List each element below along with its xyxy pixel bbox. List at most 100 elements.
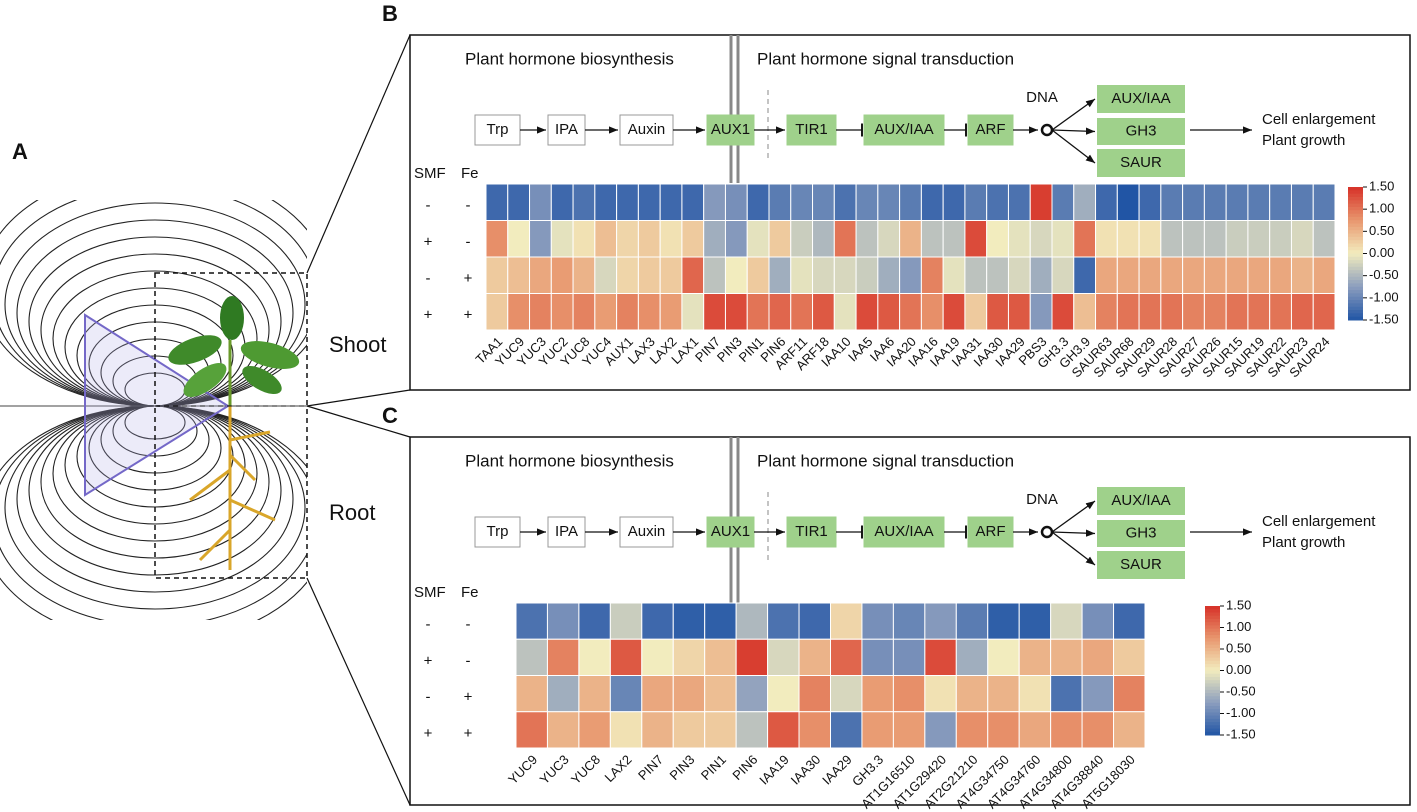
- heatmap-cell: [1138, 220, 1162, 258]
- heatmap-cell: [986, 220, 1009, 258]
- heatmap-cell: [1051, 220, 1075, 258]
- node-label: ARF: [976, 121, 1006, 138]
- node-label: IPA: [555, 121, 578, 138]
- row-header: SMF: [414, 584, 446, 601]
- pathway-node: [706, 114, 755, 146]
- pathway-node: [786, 516, 837, 548]
- heatmap-cell: [790, 293, 814, 331]
- colorbar-segment: [1348, 290, 1363, 294]
- heatmap-cell: [830, 675, 863, 713]
- heatmap-cell: [704, 675, 737, 713]
- heatmap-cell: [768, 183, 792, 221]
- heatmap-cell: [637, 293, 661, 331]
- colorbar-segment: [1205, 664, 1220, 668]
- heatmap-cell: [924, 638, 957, 676]
- colorbar-segment: [1205, 718, 1220, 723]
- heatmap-cell: [1073, 293, 1097, 331]
- heatmap-cell: [1116, 183, 1140, 221]
- heatmap-cell: [659, 293, 683, 331]
- heatmap-cell: [798, 602, 831, 640]
- node-label: AUX1: [711, 121, 750, 138]
- colorbar-segment: [1205, 696, 1220, 701]
- heatmap-cell: [1051, 293, 1075, 331]
- colorbar-segment: [1205, 683, 1220, 688]
- result-label: Cell enlargement: [1262, 513, 1376, 530]
- shoot-label: Shoot: [329, 332, 387, 357]
- heatmap-cell: [1312, 183, 1336, 221]
- heatmap-cell: [955, 638, 989, 676]
- colorbar-segment: [1348, 313, 1363, 318]
- pathway-node: [619, 516, 674, 548]
- heatmap-cell: [1095, 220, 1118, 258]
- heatmap-cell: [899, 293, 922, 331]
- heatmap-cell: [681, 183, 705, 221]
- heatmap-cell: [833, 183, 857, 221]
- heatmap-cell: [1269, 183, 1292, 221]
- heatmap-cell: [986, 183, 1009, 221]
- heatmap-cell: [637, 220, 661, 258]
- heatmap-cell: [812, 256, 835, 294]
- panel-b-frame: [409, 34, 1411, 391]
- gene-label: PIN3: [666, 752, 697, 783]
- heatmap-cell: [594, 183, 618, 221]
- row-header: Fe: [461, 584, 479, 601]
- heatmap-cell: [616, 256, 639, 294]
- colorbar-segment: [1348, 193, 1363, 198]
- pathway-node: [786, 114, 837, 146]
- heatmap-cell: [594, 256, 618, 294]
- gene-label: YUC3: [537, 752, 572, 787]
- colorbar-segment: [1348, 216, 1363, 221]
- heatmap-cell: [507, 183, 531, 221]
- heatmap-cell: [767, 638, 800, 676]
- row-condition: +: [464, 725, 473, 742]
- heatmap-cell: [1160, 293, 1184, 331]
- heatmap-cell: [1138, 293, 1162, 331]
- row-condition: -: [426, 197, 431, 214]
- colorbar-segment: [1205, 712, 1220, 717]
- pathway-node: [474, 114, 521, 146]
- heatmap-cell: [768, 293, 792, 331]
- gene-label: IAA19: [756, 752, 792, 788]
- heatmap-cell: [1018, 675, 1052, 713]
- heatmap-cell: [892, 675, 926, 713]
- colorbar-segment: [1348, 236, 1363, 241]
- heatmap-cell: [735, 602, 769, 640]
- heatmap-cell: [899, 220, 922, 258]
- colorbar-segment: [1348, 190, 1363, 195]
- node-label: IPA: [555, 523, 578, 540]
- heatmap-cell: [1225, 183, 1249, 221]
- colorbar-label: -1.50: [1226, 726, 1256, 741]
- heatmap-cell: [704, 711, 737, 749]
- heatmap-cell: [659, 220, 683, 258]
- pathway-node: [967, 516, 1014, 548]
- colorbar-segment: [1205, 670, 1220, 675]
- colorbar-label: 0.50: [1369, 223, 1394, 238]
- heatmap-cell: [812, 220, 835, 258]
- heatmap-cell: [1095, 293, 1118, 331]
- heatmap-cell: [529, 183, 552, 221]
- dna-label: DNA: [1026, 491, 1058, 508]
- heatmap-cell: [724, 220, 748, 258]
- node-label: AUX/IAA: [874, 121, 933, 138]
- heatmap-cell: [572, 183, 596, 221]
- output-label: SAUR: [1120, 556, 1162, 573]
- colorbar-segment: [1205, 657, 1220, 662]
- heatmap-cell: [924, 675, 957, 713]
- heatmap-cell: [924, 602, 957, 640]
- heatmap-cell: [1203, 183, 1227, 221]
- colorbar-segment: [1348, 300, 1363, 304]
- heatmap-cell: [609, 602, 643, 640]
- colorbar-label: 1.50: [1226, 597, 1251, 612]
- colorbar-segment: [1205, 686, 1220, 691]
- heatmap-cell: [899, 183, 922, 221]
- heatmap-cell: [877, 220, 901, 258]
- colorbar-segment: [1348, 187, 1363, 191]
- heatmap-cell: [1160, 183, 1184, 221]
- node-label: Auxin: [628, 121, 666, 138]
- heatmap-cell: [1225, 293, 1249, 331]
- heatmap-cell: [594, 220, 618, 258]
- heatmap-cell: [1007, 256, 1031, 294]
- heatmap-cell: [1247, 293, 1271, 331]
- heatmap-cell: [637, 183, 661, 221]
- heatmap-cell: [767, 675, 800, 713]
